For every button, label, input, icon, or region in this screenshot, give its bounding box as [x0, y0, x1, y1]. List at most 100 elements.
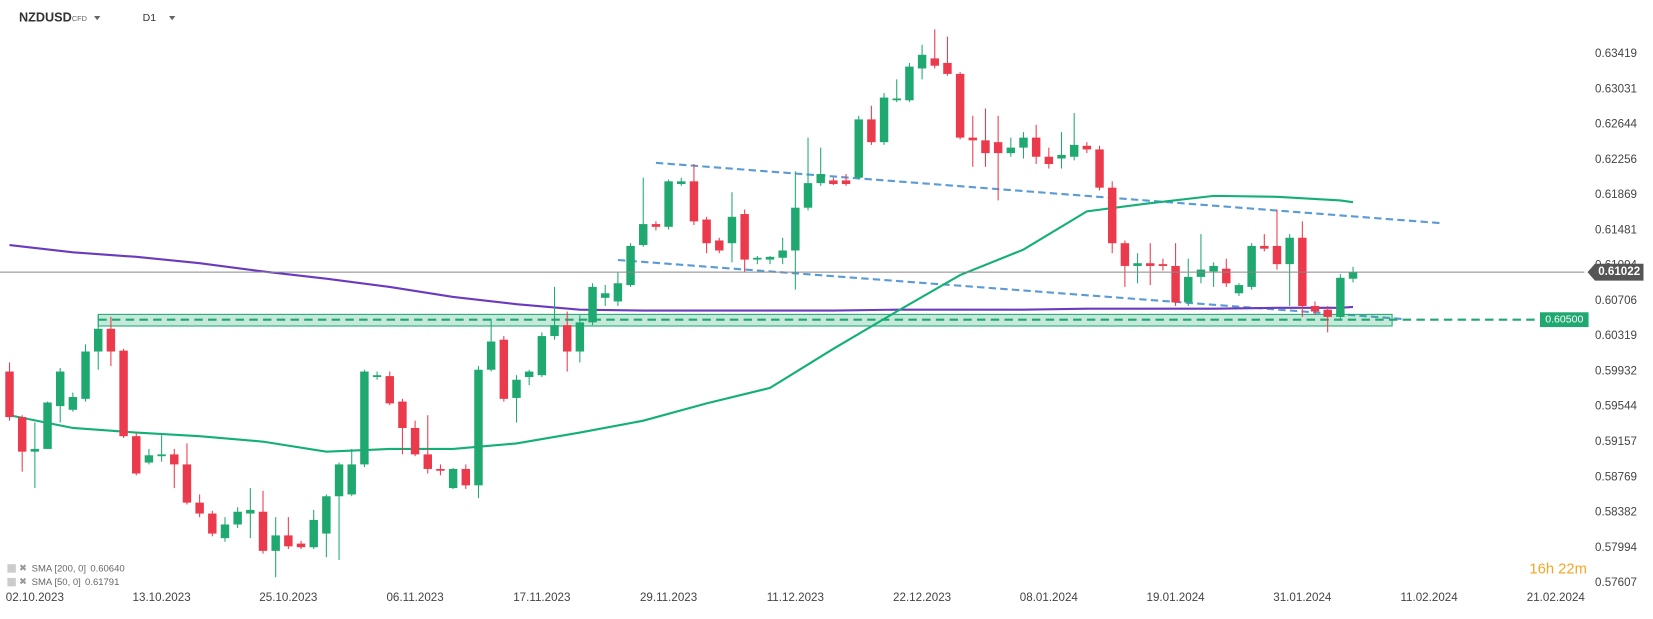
candle-body: [461, 468, 471, 486]
legend-entry: SMA [50, 0] 0.61791: [32, 577, 120, 588]
candle-body: [195, 502, 204, 514]
candle-body: [1006, 147, 1016, 154]
x-tick-label: 13.10.2023: [133, 591, 191, 604]
candle-body: [677, 181, 686, 185]
y-tick-label: 0.60706: [1595, 294, 1637, 307]
candle-body: [613, 283, 623, 302]
candle-body: [220, 524, 230, 539]
y-tick-label: 0.57994: [1595, 541, 1638, 554]
candle-body: [94, 328, 103, 352]
candle-body: [309, 519, 318, 548]
candle-body: [157, 454, 166, 457]
y-tick-label: 0.63031: [1595, 82, 1637, 95]
x-tick-label: 08.01.2024: [1020, 591, 1079, 604]
candle-body: [1209, 265, 1218, 272]
timeframe-dropdown[interactable]: [168, 16, 176, 21]
symbol[interactable]: NZDUSD: [19, 10, 72, 24]
candle-body: [1120, 243, 1130, 266]
candle-body: [765, 256, 775, 260]
candle-body: [1323, 309, 1332, 317]
candle-body: [651, 224, 661, 227]
upper-trend-line: [655, 161, 1440, 225]
candle-body: [1196, 269, 1206, 277]
candle-body: [410, 427, 420, 455]
instrument-type: CFD: [72, 14, 87, 23]
x-tick-label: 31.01.2024: [1273, 591, 1332, 604]
symbol-dropdown[interactable]: [94, 16, 101, 21]
candle-body: [436, 468, 445, 471]
candle-body: [727, 216, 737, 244]
candle-body: [119, 350, 128, 437]
candle-body: [372, 375, 382, 378]
candle-body: [955, 73, 965, 138]
legend-entry: SMA [200, 0] 0.60640: [32, 563, 125, 574]
sma-line: [9, 194, 1354, 453]
candle-body: [892, 98, 901, 101]
y-tick-label: 0.60319: [1595, 329, 1637, 342]
x-tick-label: 19.01.2024: [1147, 591, 1206, 604]
candle-body: [448, 468, 458, 489]
candle-body: [30, 448, 40, 452]
candle-body: [626, 245, 635, 286]
candle-body: [600, 293, 610, 298]
candle-body: [1336, 277, 1345, 317]
y-tick-label: 0.59932: [1595, 364, 1637, 377]
lower-trend-line: [617, 258, 1405, 321]
legend-value: 0.60640: [90, 563, 124, 574]
candle-body: [334, 464, 344, 497]
y-tick-label: 0.58769: [1595, 470, 1637, 483]
candle-body: [1310, 306, 1320, 312]
candle-body: [702, 219, 711, 244]
candle-body: [854, 119, 863, 178]
candle-body: [588, 286, 597, 323]
timeframe[interactable]: D1: [143, 12, 157, 24]
candle-body: [284, 535, 293, 547]
x-tick-label: 25.10.2023: [259, 591, 317, 604]
level-label-box: [1539, 312, 1589, 328]
candle-body: [1057, 154, 1066, 159]
candle-body: [715, 240, 724, 251]
candle-body: [917, 54, 927, 69]
candle-body: [246, 509, 255, 514]
candle-body: [524, 371, 534, 378]
candle-body: [132, 436, 141, 474]
candle-body: [182, 464, 192, 503]
candle-body: [1158, 264, 1168, 266]
y-tick-label: 0.62256: [1595, 153, 1637, 166]
candle-body: [43, 402, 52, 449]
candle-body: [1146, 263, 1155, 266]
legend-icon-close: ✖: [19, 577, 27, 588]
candle-body: [575, 322, 585, 352]
candle-body: [981, 140, 990, 154]
candle-body: [867, 119, 876, 143]
candle-body: [841, 180, 851, 185]
candle-body: [1348, 272, 1358, 279]
y-tick-label: 0.59157: [1595, 435, 1637, 448]
level-label: 0.60500: [1545, 313, 1583, 325]
candle-body: [803, 183, 813, 208]
candle-body: [347, 464, 356, 495]
candle-body: [1184, 276, 1193, 303]
candle-body: [1107, 187, 1117, 244]
countdown: 16h 22m: [1529, 561, 1586, 577]
candle-body: [537, 336, 547, 376]
trend-lines: [617, 161, 1440, 321]
legend-icon-close: ✖: [19, 563, 27, 574]
x-tick-label: 22.12.2023: [893, 591, 951, 604]
y-tick-label: 0.59544: [1595, 400, 1638, 413]
candle-body: [639, 224, 648, 246]
candle-body: [398, 401, 407, 428]
y-tick-label: 0.61869: [1595, 188, 1637, 201]
candle-body: [879, 97, 889, 143]
price-label-box: [1587, 263, 1644, 281]
legend-name: SMA [50, 0]: [32, 577, 81, 588]
candle-body: [170, 454, 179, 465]
candle-body: [550, 325, 559, 337]
x-tick-label: 21.02.2024: [1527, 591, 1586, 604]
legend-icon: [7, 564, 16, 573]
candle-body: [322, 496, 331, 534]
candle-body: [968, 137, 978, 141]
sma-line: [9, 243, 1354, 312]
candle-body: [1260, 245, 1269, 249]
